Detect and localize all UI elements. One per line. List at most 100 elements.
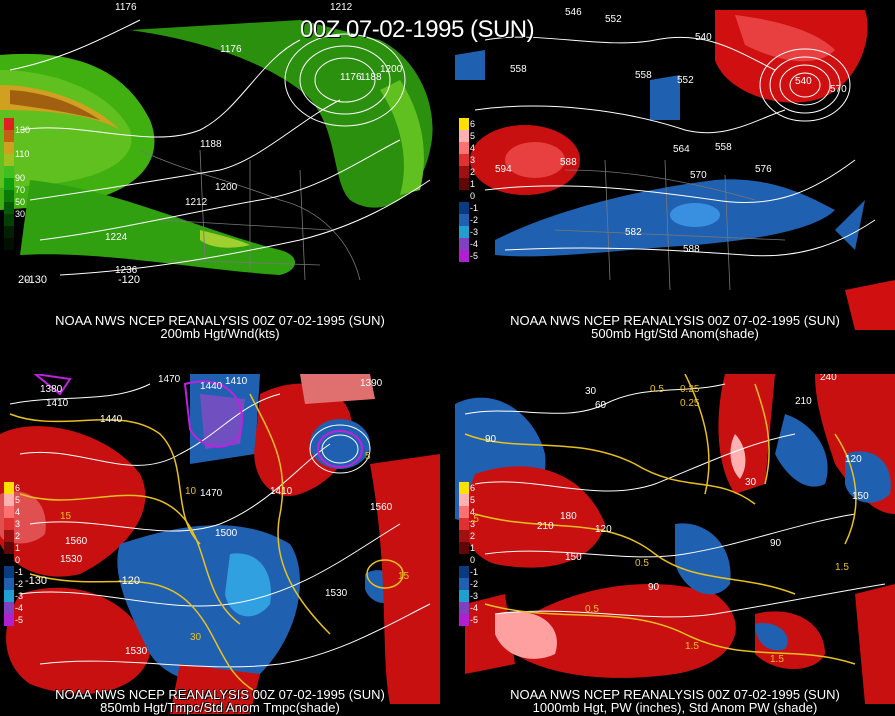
svg-text:1.5: 1.5 [465, 514, 479, 525]
svg-text:1530: 1530 [325, 588, 348, 599]
svg-text:240: 240 [820, 374, 837, 383]
colorbar-label: 110 [15, 149, 30, 159]
svg-text:150: 150 [565, 552, 582, 563]
panel-850mb: 1470 1380 1410 1440 1410 1440 1470 1390 1410 1… [0, 374, 440, 716]
svg-text:5: 5 [365, 451, 371, 462]
colorbar-label: -1 [470, 203, 479, 213]
svg-text:210: 210 [537, 521, 554, 532]
svg-text:1410: 1410 [46, 398, 69, 409]
svg-text:120: 120 [845, 454, 862, 465]
svg-text:1470: 1470 [200, 488, 223, 499]
svg-text:0.25: 0.25 [680, 398, 700, 409]
colorbar-wind-labels: 130 110 90 70 50 30 [15, 124, 30, 220]
svg-text:1440: 1440 [100, 414, 123, 425]
colorbar-label: 70 [15, 185, 26, 195]
svg-text:558: 558 [635, 70, 652, 81]
colorbar-label: -2 [15, 579, 24, 589]
svg-text:1212: 1212 [330, 2, 353, 13]
svg-text:1470: 1470 [158, 374, 181, 385]
colorbar-label: 2 [15, 531, 21, 541]
svg-text:570: 570 [830, 84, 847, 95]
svg-text:0.5: 0.5 [635, 558, 649, 569]
svg-text:0.5: 0.5 [585, 604, 599, 615]
svg-text:1188: 1188 [200, 139, 222, 150]
svg-text:558: 558 [715, 142, 732, 153]
svg-text:15: 15 [398, 571, 410, 582]
svg-text:1236: 1236 [115, 265, 138, 276]
svg-text:1176: 1176 [340, 72, 362, 83]
colorbar-label: 4 [470, 507, 476, 517]
svg-text:540: 540 [795, 76, 812, 87]
panel-caption-line2: 200mb Hgt/Wnd(kts) [160, 326, 280, 341]
svg-text:588: 588 [683, 244, 700, 255]
colorbar-label: -5 [470, 251, 479, 261]
svg-text:1410: 1410 [225, 376, 248, 387]
svg-text:1390: 1390 [360, 378, 383, 389]
colorbar-label: 6 [470, 483, 476, 493]
colorbar-label: 5 [470, 131, 476, 141]
svg-text:1530: 1530 [60, 554, 83, 565]
svg-text:15: 15 [60, 511, 72, 522]
colorbar-label: 0 [470, 191, 476, 201]
svg-text:30: 30 [745, 477, 757, 488]
colorbar-label: 90 [15, 173, 26, 183]
svg-text:90: 90 [770, 538, 782, 549]
svg-text:1.5: 1.5 [770, 654, 784, 665]
svg-text:1.5: 1.5 [685, 641, 699, 652]
svg-text:-130: -130 [25, 575, 47, 587]
colorbar-anom-labels: 6 5 4 3 2 1 0 -1 -2 -3 -4 -5 [470, 482, 478, 626]
colorbar-label: -3 [470, 227, 479, 237]
svg-text:1560: 1560 [65, 536, 88, 547]
colorbar-label: 1 [470, 543, 476, 553]
panel-caption-line1: NOAA NWS NCEP REANALYSIS 00Z 07-02-1995 … [510, 687, 840, 702]
colorbar-label: 4 [15, 507, 21, 517]
panel-200mb: 1176 1176 1176 1188 1200 1188 1200 1212 1212 1… [0, 0, 440, 342]
svg-text:552: 552 [677, 75, 694, 86]
colorbar-label: 1 [470, 179, 476, 189]
colorbar-label: -1 [470, 567, 479, 577]
panel-1000mb: 240 30 60 210 90 120 150 210 180 120 150 90 30 90… [455, 374, 895, 716]
svg-text:210: 210 [795, 396, 812, 407]
svg-text:546: 546 [565, 7, 582, 18]
svg-text:1200: 1200 [380, 64, 403, 75]
svg-text:1224: 1224 [105, 232, 128, 243]
colorbar-label: -4 [15, 603, 24, 613]
svg-text:1188: 1188 [360, 72, 382, 83]
svg-text:1200: 1200 [215, 182, 238, 193]
colorbar-label: -2 [470, 579, 479, 589]
colorbar-label: -5 [15, 615, 24, 625]
colorbar-label: 3 [470, 519, 476, 529]
colorbar-label: -4 [470, 239, 479, 249]
colorbar-label: 6 [15, 483, 21, 493]
svg-text:1560: 1560 [370, 502, 393, 513]
colorbar-anom-labels: 6 5 4 3 2 1 0 -1 -2 -3 -4 -5 [470, 118, 478, 262]
svg-text:1500: 1500 [215, 528, 238, 539]
colorbar-label: -4 [470, 603, 479, 613]
colorbar-label: 5 [470, 495, 476, 505]
svg-text:20: 20 [18, 274, 30, 286]
panel-caption-line2: 1000mb Hgt, PW (inches), Std Anom PW (sh… [532, 700, 818, 715]
panel-500mb: 546 552 540 558 552 558 540 570 564 588 594 558 … [455, 0, 895, 342]
panel-caption-line1: NOAA NWS NCEP REANALYSIS 00Z 07-02-1995 … [55, 687, 385, 702]
colorbar-anom [459, 482, 469, 626]
svg-text:1530: 1530 [125, 646, 148, 657]
svg-text:582: 582 [625, 227, 642, 238]
colorbar-label: 1 [15, 543, 21, 553]
panel-caption-line2: 850mb Hgt/Tmpc/Std Anom Tmpc(shade) [100, 700, 340, 715]
colorbar-anom-labels: 6 5 4 3 2 1 0 -1 -2 -3 -4 -5 [15, 482, 23, 626]
svg-text:1176: 1176 [220, 44, 242, 55]
svg-text:594: 594 [495, 164, 512, 175]
colorbar-label: 30 [15, 209, 26, 219]
svg-text:-120: -120 [118, 575, 140, 587]
colorbar-label: 4 [470, 143, 476, 153]
colorbar-label: 0 [470, 555, 476, 565]
colorbar-wind [4, 118, 14, 250]
svg-text:1176: 1176 [115, 2, 137, 13]
svg-text:1440: 1440 [200, 381, 223, 392]
svg-text:30: 30 [585, 386, 597, 397]
svg-text:0.25: 0.25 [680, 384, 700, 395]
colorbar-label: 3 [15, 519, 21, 529]
svg-text:576: 576 [755, 164, 772, 175]
colorbar-label: 50 [15, 197, 26, 207]
colorbar-label: 3 [470, 155, 476, 165]
